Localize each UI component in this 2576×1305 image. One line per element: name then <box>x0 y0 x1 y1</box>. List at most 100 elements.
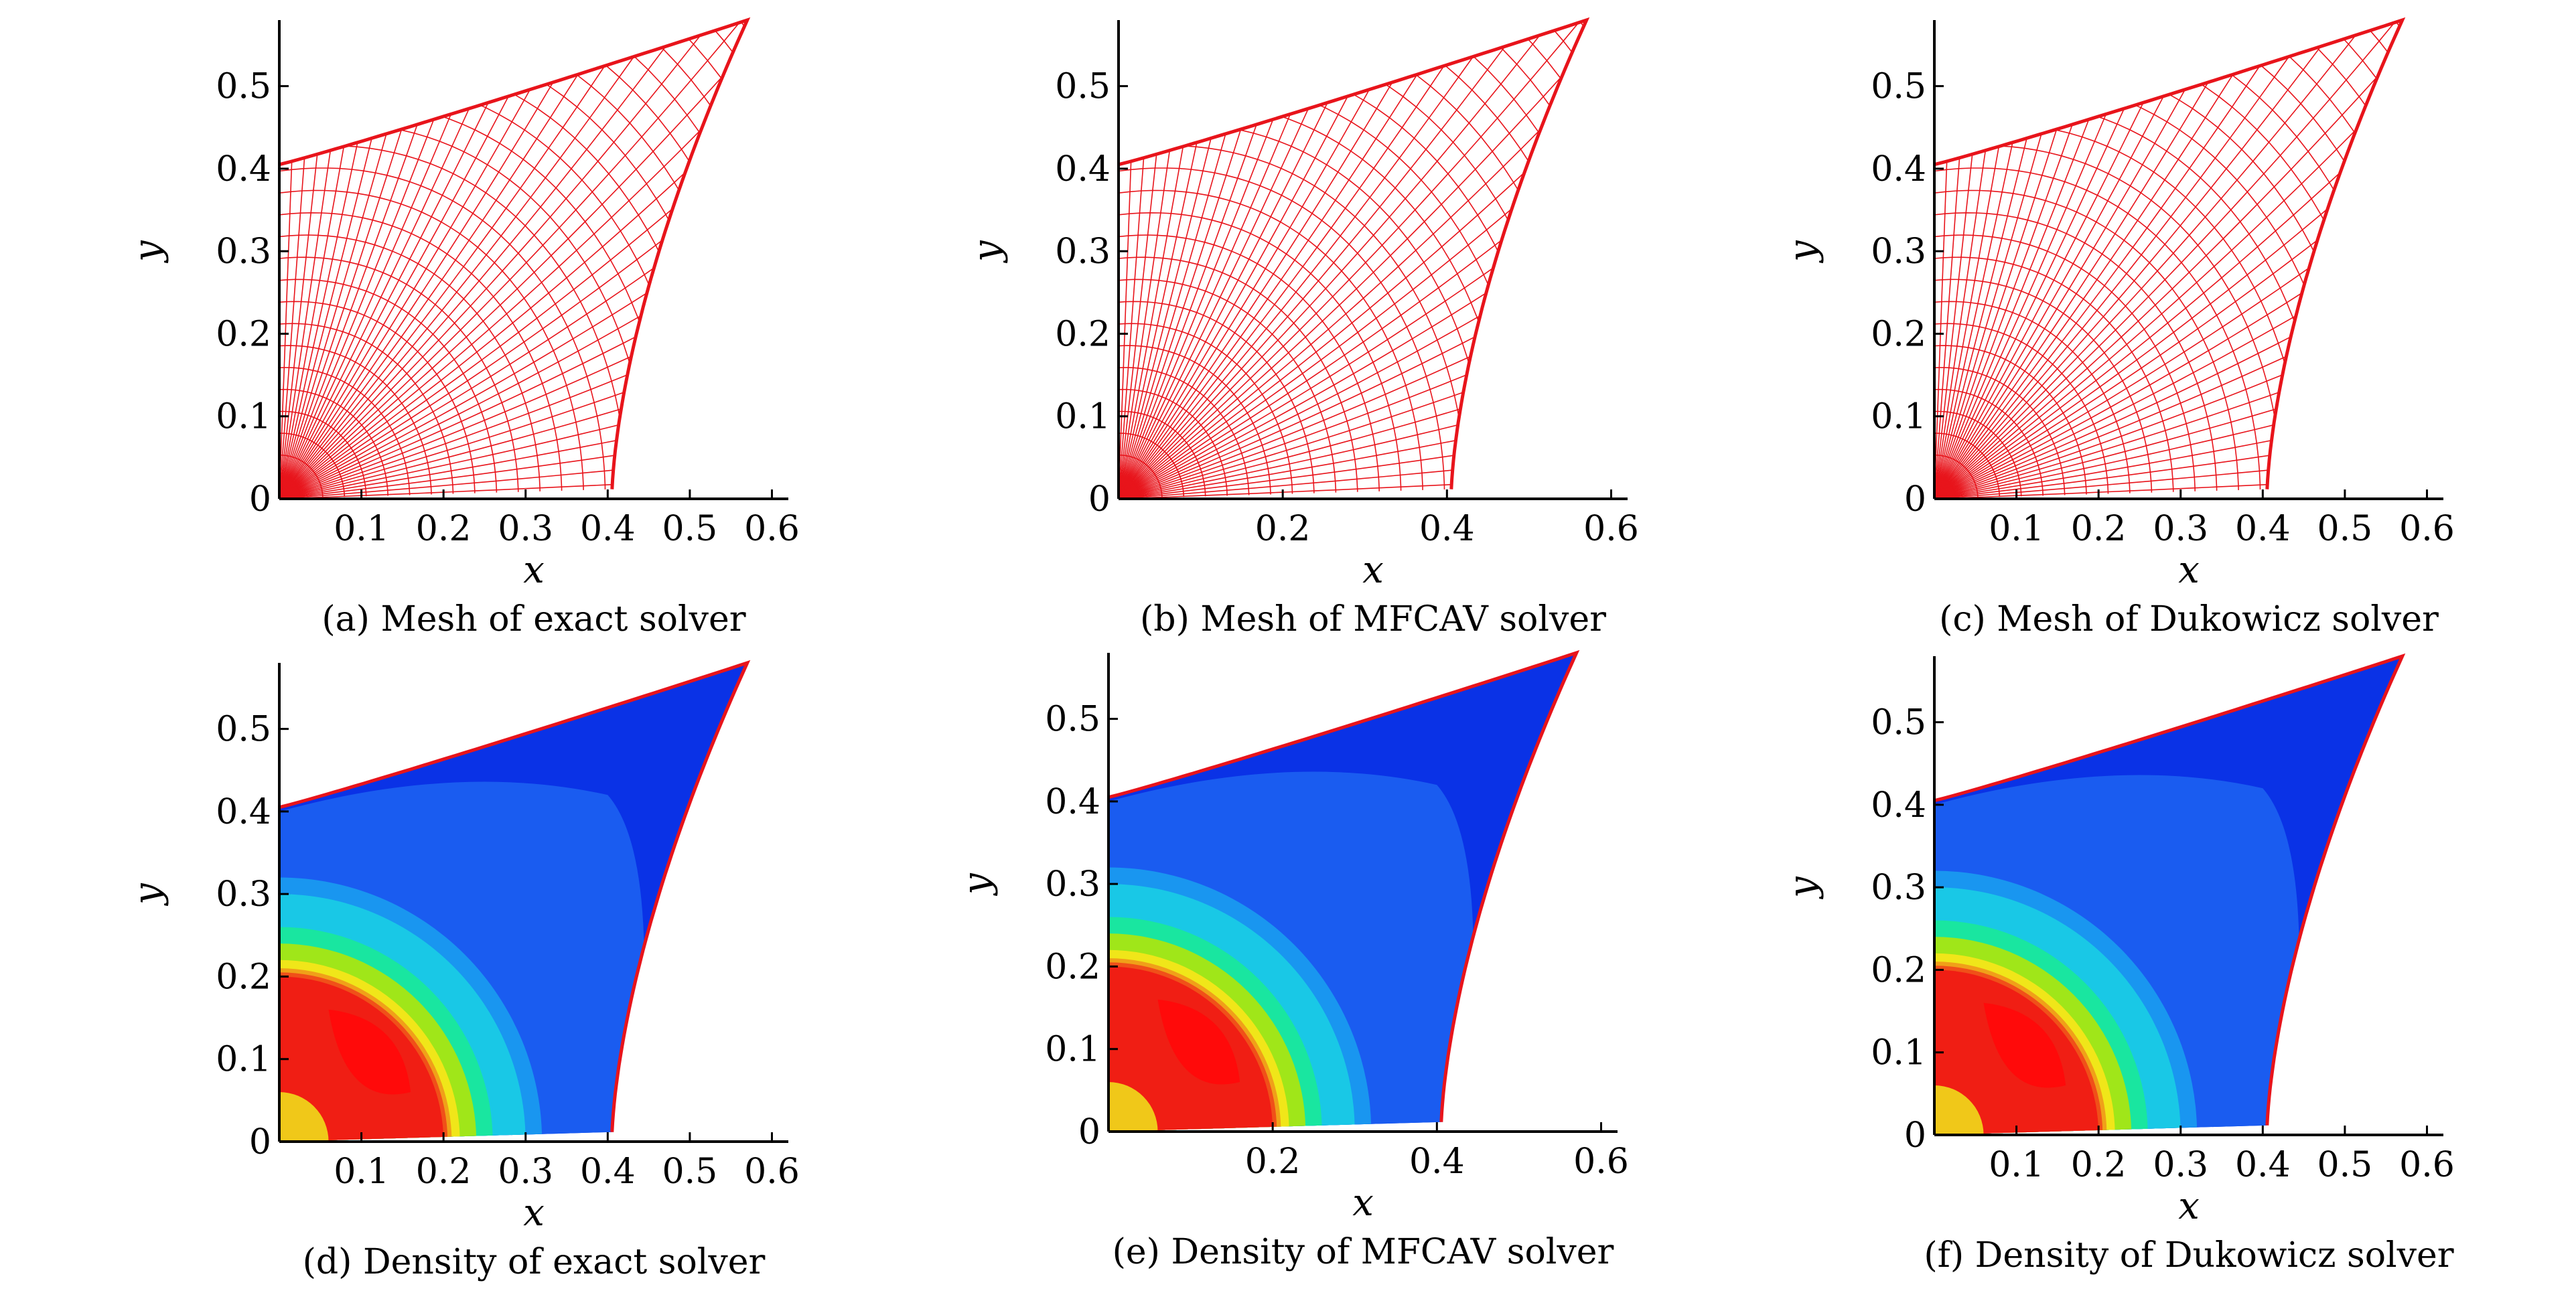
mesh-arc-line <box>1119 20 1587 499</box>
mesh-grid <box>1119 20 1587 499</box>
y-tick-label: 0.3 <box>216 232 271 272</box>
domain-boundary <box>1118 17 1590 489</box>
y-tick-label: 0 <box>1904 1116 1926 1156</box>
mesh-arc-line <box>1934 388 2044 499</box>
x-tick-label: 0.1 <box>334 1152 389 1192</box>
x-tick-label: 0.6 <box>744 509 800 549</box>
mesh-arc-line <box>1119 20 1587 499</box>
mesh-arc-line <box>279 323 454 499</box>
x-tick-label: 0.6 <box>1573 1142 1629 1182</box>
density-core <box>1934 1085 1984 1135</box>
y-axis-title: y <box>126 240 169 264</box>
x-tick-label: 0.4 <box>1409 1142 1465 1182</box>
x-axis-title: x <box>2178 1184 2200 1228</box>
x-tick-label: 0.6 <box>2399 1145 2455 1185</box>
mesh-arc-line <box>1934 145 2283 499</box>
y-tick-label: 0.3 <box>1045 864 1100 905</box>
mesh-arc-line <box>1934 20 2403 499</box>
mesh-arc-line <box>1934 20 2403 499</box>
x-axis-title: x <box>1352 1181 1374 1225</box>
density-field <box>279 663 747 1142</box>
mesh-arc-line <box>279 388 388 499</box>
x-axis-title: x <box>523 1191 545 1235</box>
y-tick-label: 0 <box>249 1122 271 1162</box>
y-tick-label: 0.3 <box>1055 232 1111 272</box>
domain-boundary <box>1934 17 2406 489</box>
mesh-arc-line <box>279 301 476 499</box>
mesh-arc-line <box>1934 301 2131 499</box>
mesh-arc-line <box>279 20 747 499</box>
mesh-arc-line <box>1119 20 1587 499</box>
x-tick-label: 0.4 <box>580 1152 636 1192</box>
x-tick-label: 0.5 <box>2317 1145 2373 1185</box>
mesh-radial-line <box>279 20 417 499</box>
mesh-arc-line <box>279 256 519 499</box>
x-tick-label: 0.6 <box>1583 509 1639 549</box>
mesh-arc-line <box>1119 256 1358 499</box>
mesh-arc-line <box>1934 476 1957 499</box>
mesh-arc-line <box>279 367 411 499</box>
domain-boundary <box>279 17 751 489</box>
mesh-arc-line <box>1119 167 1445 499</box>
panel-c: 0 0.1 0.2 0.3 0.4 0.5 0.1 0.2 0.3 0.4 0.5 0.6 x y (c) … <box>1781 17 2455 639</box>
mesh-arc-line <box>1119 454 1163 499</box>
density-core <box>1108 1082 1158 1132</box>
mesh-arc-line <box>1119 145 1467 499</box>
y-axis-title: y <box>965 240 1009 264</box>
mesh-arc-line <box>279 212 563 499</box>
density-core <box>328 1009 411 1095</box>
mesh-arc-line <box>1934 212 2218 499</box>
mesh-arc-line <box>1934 433 2001 499</box>
x-tick-label: 0.6 <box>744 1152 800 1192</box>
mesh-radial-line <box>1934 20 2100 499</box>
mesh-arc-line <box>1934 256 2174 499</box>
mesh-radial-line <box>1934 20 2403 499</box>
mesh-arc-line <box>1934 279 2153 499</box>
x-tick-label: 0.3 <box>498 1152 553 1192</box>
y-tick-label: 0.3 <box>1871 232 1926 272</box>
mesh-arc-line <box>1119 301 1315 499</box>
mesh-arc-line <box>279 234 541 499</box>
y-tick-label: 0.2 <box>1871 950 1926 990</box>
mesh-arc-line <box>1119 189 1424 499</box>
x-tick-label: 0.4 <box>580 509 636 549</box>
y-tick-label: 0.4 <box>1871 149 1926 189</box>
x-axis-title: x <box>2178 548 2200 592</box>
density-field <box>1934 656 2403 1135</box>
y-tick-label: 0.2 <box>216 314 271 354</box>
y-tick-label: 0.2 <box>216 957 271 997</box>
y-tick-label: 0.2 <box>1045 947 1100 987</box>
mesh-radial-line <box>1119 20 1257 499</box>
mesh-arc-line <box>1119 279 1337 499</box>
y-tick-label: 0.4 <box>216 792 271 832</box>
mesh-radial-line <box>279 20 741 499</box>
mesh-arc-line <box>1119 367 1250 499</box>
panel-b: 0 0.1 0.2 0.3 0.4 0.5 0.2 0.4 0.6 x y (b) Mesh of M… <box>965 17 1639 639</box>
mesh-grid <box>1934 20 2403 499</box>
domain-boundary <box>1934 653 2406 1126</box>
mesh-radial-line <box>1119 20 1202 499</box>
mesh-arc-line <box>279 20 747 499</box>
x-tick-label: 0.1 <box>1989 1145 2044 1185</box>
y-tick-label: 0 <box>249 479 271 520</box>
mesh-arc-line <box>1934 234 2196 499</box>
y-axis-title: y <box>955 872 999 897</box>
x-tick-label: 0.2 <box>416 1152 472 1192</box>
mesh-arc-line <box>1934 410 2022 499</box>
mesh-arc-line <box>1119 476 1141 499</box>
mesh-radial-line <box>1119 20 1284 499</box>
y-tick-label: 0.4 <box>1045 782 1100 822</box>
mesh-arc-line <box>1934 367 2066 499</box>
mesh-arc-line <box>1119 20 1587 499</box>
mesh-arc-line <box>1119 20 1587 499</box>
y-tick-label: 0.1 <box>1871 1033 1926 1073</box>
mesh-arc-line <box>279 279 498 499</box>
x-tick-label: 0.1 <box>334 509 389 549</box>
y-tick-label: 0.1 <box>216 397 271 437</box>
y-tick-label: 0.2 <box>1055 314 1111 354</box>
mesh-arc-line <box>279 20 747 499</box>
x-tick-label: 0.4 <box>2235 509 2291 549</box>
y-tick-label: 0.4 <box>1055 149 1111 189</box>
mesh-arc-line <box>1119 323 1293 499</box>
